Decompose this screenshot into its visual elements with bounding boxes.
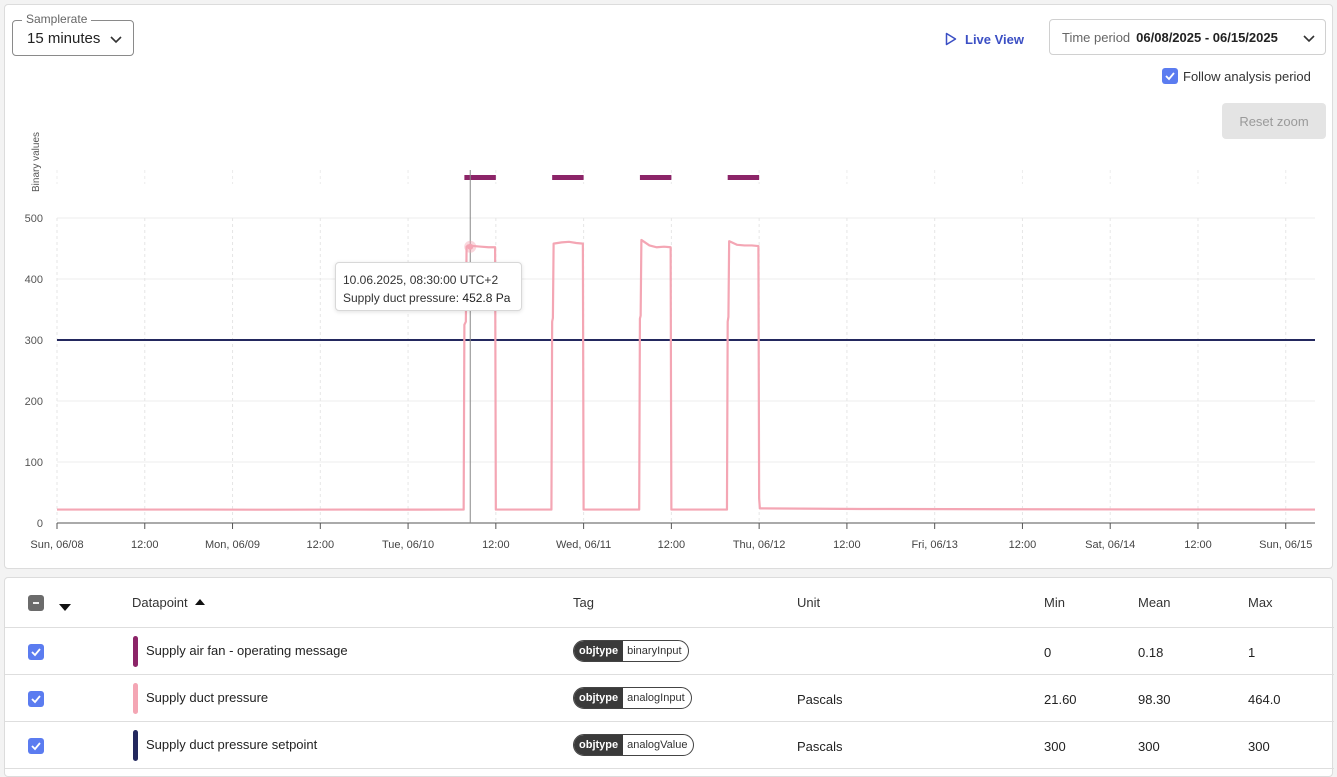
tag-chip: objtype binaryInput [573, 640, 689, 662]
header-datapoint[interactable]: Datapoint [132, 595, 206, 610]
x-tick-label: 12:00 [307, 539, 335, 551]
sort-asc-icon [195, 599, 206, 605]
x-tick-label: 12:00 [1184, 539, 1212, 551]
y-tick-label: 400 [25, 274, 43, 286]
x-tick-label: Fri, 06/13 [911, 539, 957, 551]
binary-on-bar [639, 175, 672, 180]
chart-tooltip: 10.06.2025, 08:30:00 UTC+2 Supply duct p… [335, 262, 522, 311]
tag-value: analogValue [627, 739, 688, 751]
samplerate-select[interactable]: Samplerate 15 minutes [12, 12, 134, 56]
hover-cursor [464, 170, 477, 523]
tag-key: objtype [574, 641, 624, 661]
table-row[interactable]: Supply duct pressure setpoint objtype an… [5, 722, 1334, 769]
time-period-select[interactable]: Time period 06/08/2025 - 06/15/2025 [1049, 19, 1326, 55]
follow-analysis-checkbox[interactable]: Follow analysis period [1162, 68, 1311, 84]
time-period-label: Time period [1062, 29, 1131, 45]
x-tick-label: Wed, 06/11 [556, 539, 611, 551]
samplerate-label: Samplerate [22, 12, 92, 26]
tooltip-time: 10.06.2025, 08:30:00 UTC+2 [343, 273, 499, 287]
samplerate-value: 15 minutes [27, 30, 101, 47]
follow-analysis-label: Follow analysis period [1183, 68, 1311, 84]
play-icon [945, 32, 957, 46]
y-tick-label: 100 [25, 457, 43, 469]
row-checkbox[interactable] [28, 738, 44, 754]
binary-series [464, 175, 760, 180]
x-tick-label: 12:00 [833, 539, 861, 551]
x-tick-label: Sat, 06/14 [1085, 539, 1135, 551]
x-tick-label: 12:00 [658, 539, 686, 551]
tag-value: binaryInput [627, 645, 682, 657]
y-axis: 0 100 200 300 400 500 [25, 213, 43, 530]
sort-down-icon[interactable] [58, 602, 72, 612]
chart-panel: Samplerate 15 minutes Live View Time per… [4, 4, 1333, 569]
row-min: 300 [1044, 739, 1066, 754]
x-tick-label: 12:00 [1009, 539, 1037, 551]
binary-on-bar [552, 175, 584, 180]
cursor-point [467, 243, 474, 250]
row-max: 300 [1248, 739, 1270, 754]
chevron-down-icon [1303, 35, 1315, 43]
row-datapoint-name: Supply duct pressure [146, 690, 269, 705]
tag-chip: objtype analogValue [573, 734, 695, 756]
time-period-value: 06/08/2025 - 06/15/2025 [1136, 29, 1278, 45]
row-mean: 98.30 [1138, 692, 1171, 707]
table-row[interactable]: Supply duct pressure objtype analogInput… [5, 675, 1334, 722]
x-tick-label: Sun, 06/08 [30, 539, 83, 551]
header-datapoint-label: Datapoint [132, 595, 188, 610]
series-color-swatch [133, 683, 138, 714]
series-color-swatch [133, 636, 138, 667]
tag-key: objtype [574, 688, 624, 708]
row-max: 1 [1248, 645, 1256, 660]
header-min[interactable]: Min [1044, 595, 1065, 610]
select-all-checkbox[interactable] [28, 595, 44, 611]
chevron-down-icon [110, 36, 122, 44]
x-tick-label: 12:00 [131, 539, 159, 551]
row-min: 21.60 [1044, 692, 1077, 707]
tooltip-series-label: Supply duct pressure: [343, 291, 463, 305]
header-max[interactable]: Max [1248, 595, 1273, 610]
x-tick-label: 12:00 [482, 539, 510, 551]
reset-zoom-button[interactable]: Reset zoom [1222, 103, 1326, 139]
y-tick-label: 200 [25, 396, 43, 408]
x-axis: Sun, 06/08 12:00 Mon, 06/09 12:00 Tue, 06/10… [30, 522, 1315, 551]
tag-chip: objtype analogInput [573, 687, 692, 709]
row-unit: Pascals [797, 692, 843, 707]
chart-series [57, 238, 1316, 511]
chart-grid [56, 170, 1315, 523]
table-row[interactable]: Supply air fan - operating message objty… [5, 628, 1334, 675]
header-tag[interactable]: Tag [573, 595, 594, 610]
binary-on-bar [464, 175, 496, 180]
series-color-swatch [133, 730, 138, 761]
x-tick-label: Thu, 06/12 [733, 539, 786, 551]
row-max: 464.0 [1248, 692, 1281, 707]
row-datapoint-name: Supply duct pressure setpoint [146, 737, 318, 752]
header-unit[interactable]: Unit [797, 595, 821, 610]
tag-key: objtype [574, 735, 624, 755]
row-mean: 300 [1138, 739, 1160, 754]
row-datapoint-name: Supply air fan - operating message [146, 643, 348, 658]
row-mean: 0.18 [1138, 645, 1164, 660]
binary-axis-label: Binary values [31, 132, 42, 192]
table-header: Datapoint Tag Unit Min Mean Max [5, 578, 1334, 628]
x-tick-label: Sun, 06/15 [1259, 539, 1312, 551]
row-checkbox[interactable] [28, 644, 44, 660]
tooltip-value: 452.8 Pa [462, 291, 511, 305]
row-min: 0 [1044, 645, 1052, 660]
binary-on-bar [727, 175, 760, 180]
datapoint-table: Datapoint Tag Unit Min Mean Max Supply a… [4, 577, 1334, 777]
timeseries-chart[interactable]: Binary values 0 100 200 300 400 500 Sun, 06/0… [5, 5, 1334, 570]
y-tick-label: 0 [37, 518, 43, 530]
row-checkbox[interactable] [28, 691, 44, 707]
live-view-label: Live View [965, 31, 1025, 47]
row-unit: Pascals [797, 739, 843, 754]
header-mean[interactable]: Mean [1138, 595, 1171, 610]
y-tick-label: 300 [25, 335, 43, 347]
checkbox-checked-icon[interactable] [1162, 68, 1178, 84]
x-tick-label: Mon, 06/09 [205, 539, 260, 551]
x-tick-label: Tue, 06/10 [382, 539, 434, 551]
live-view-button[interactable]: Live View [945, 29, 1024, 49]
tag-value: analogInput [627, 692, 685, 704]
pressure-line [57, 238, 1316, 511]
y-tick-label: 500 [25, 213, 43, 225]
